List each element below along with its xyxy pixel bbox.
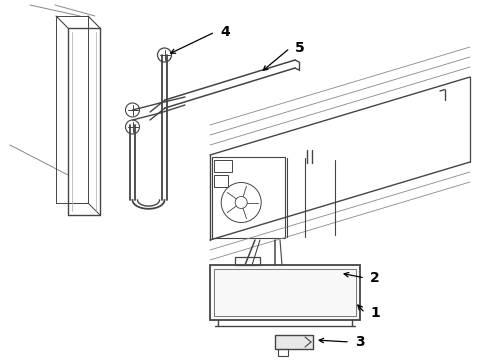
Text: 1: 1 xyxy=(370,306,380,320)
Text: 4: 4 xyxy=(220,25,230,39)
Bar xyxy=(235,257,260,265)
Bar xyxy=(214,160,232,172)
Bar xyxy=(210,265,360,320)
Bar xyxy=(214,269,356,316)
Bar xyxy=(212,157,285,238)
Text: 2: 2 xyxy=(370,271,380,285)
Bar xyxy=(275,335,313,349)
Bar xyxy=(214,175,228,187)
Bar xyxy=(278,349,288,356)
Text: 5: 5 xyxy=(295,41,305,55)
Text: 3: 3 xyxy=(355,335,365,349)
